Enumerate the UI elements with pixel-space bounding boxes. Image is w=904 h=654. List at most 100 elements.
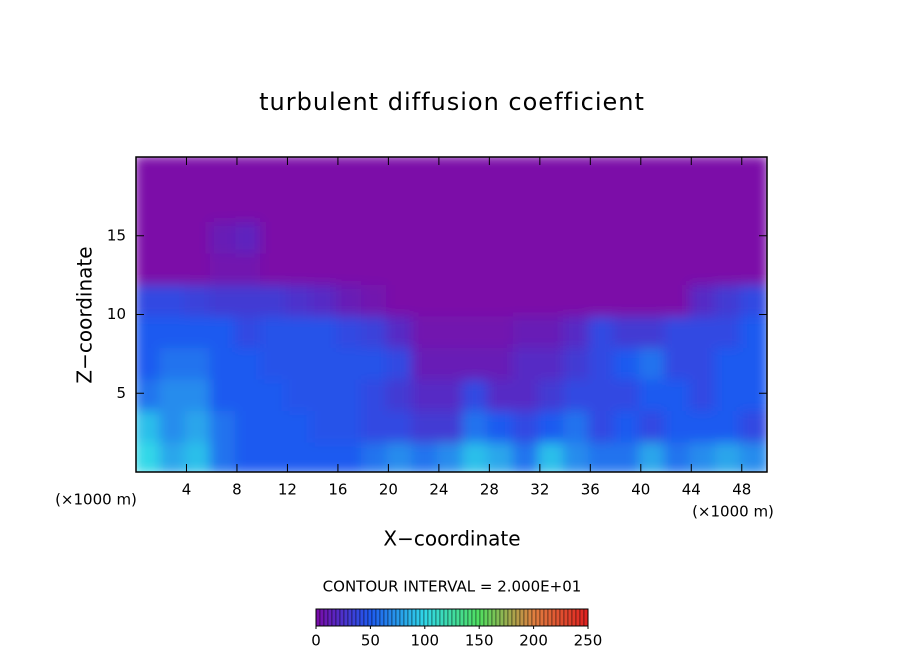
cell (335, 157, 366, 191)
cell (285, 157, 315, 191)
colorbar: 0 50 100 150 200 250 (311, 608, 602, 650)
cell (563, 186, 593, 222)
cell (689, 281, 719, 317)
cell (563, 249, 593, 285)
cell (689, 344, 719, 380)
cell (638, 186, 669, 222)
cell (361, 249, 391, 285)
cell (638, 438, 669, 472)
cell (209, 312, 239, 348)
colorbar-swatch (515, 608, 521, 627)
cell (512, 281, 542, 317)
cell (159, 407, 189, 443)
colorbar-swatch (551, 608, 557, 627)
colorbar-swatch (399, 608, 405, 627)
cell (411, 218, 441, 254)
colorbar-swatch (315, 608, 321, 627)
cell (310, 344, 340, 380)
cell (234, 312, 265, 348)
cell (285, 407, 315, 443)
colorbar-swatch (387, 608, 393, 627)
cell (335, 249, 366, 285)
cell (563, 218, 593, 254)
cell (462, 186, 492, 222)
cell (136, 249, 164, 285)
field (136, 157, 767, 472)
x-tick-label: 12 (278, 481, 297, 499)
cell (436, 249, 467, 285)
colorbar-swatch (363, 608, 369, 627)
cell (588, 281, 618, 317)
cell (234, 438, 265, 472)
cell (209, 186, 239, 222)
y-tick-label: 10 (107, 305, 126, 323)
colorbar-swatch (419, 608, 425, 627)
cell (613, 312, 643, 348)
colorbar-tick-label: 50 (361, 632, 380, 650)
cell (260, 344, 290, 380)
cell (436, 281, 467, 317)
cell (563, 344, 593, 380)
colorbar-swatch (531, 608, 537, 627)
cell (260, 438, 290, 472)
cell (462, 312, 492, 348)
colorbar-swatch (347, 608, 353, 627)
colorbar-swatch (359, 608, 365, 627)
cell (714, 157, 744, 191)
cell (335, 375, 366, 411)
chart-title: turbulent diffusion coefficient (259, 88, 645, 116)
cell (310, 218, 340, 254)
colorbar-swatch (455, 608, 461, 627)
cell (664, 407, 694, 443)
cell (436, 157, 467, 191)
colorbar-tick-label: 150 (465, 632, 494, 650)
cell (436, 438, 467, 472)
x-tick-label: 8 (232, 481, 242, 499)
y-axis-title: Z−coordinate (73, 246, 97, 383)
cell (209, 407, 239, 443)
cell (209, 344, 239, 380)
cell (739, 249, 767, 285)
cell (159, 281, 189, 317)
cell (184, 218, 214, 254)
colorbar-swatch (383, 608, 389, 627)
cell (361, 407, 391, 443)
cell (310, 249, 340, 285)
y-tick-label: 5 (116, 384, 126, 402)
colorbar-swatch (371, 608, 377, 627)
cell (512, 157, 542, 191)
cell (613, 281, 643, 317)
cell (563, 407, 593, 443)
cell (512, 438, 542, 472)
cell (613, 438, 643, 472)
colorbar-swatch (451, 608, 457, 627)
cell (588, 438, 618, 472)
cell (664, 375, 694, 411)
colorbar-swatch (443, 608, 449, 627)
colorbar-swatch (487, 608, 493, 627)
cell (462, 438, 492, 472)
cell (512, 312, 542, 348)
cell (184, 249, 214, 285)
cell (260, 281, 290, 317)
cell (563, 375, 593, 411)
cell (310, 438, 340, 472)
cell (234, 249, 265, 285)
cell (588, 157, 618, 191)
cell (436, 186, 467, 222)
colorbar-swatch (527, 608, 533, 627)
cell (739, 157, 767, 191)
colorbar-frame (315, 608, 589, 627)
cell (209, 438, 239, 472)
cell (613, 157, 643, 191)
cell (285, 281, 315, 317)
cell (335, 281, 366, 317)
colorbar-swatch (475, 608, 481, 627)
cell (361, 157, 391, 191)
cell (361, 344, 391, 380)
cell (537, 186, 568, 222)
colorbar-swatch (459, 608, 465, 627)
cell (563, 157, 593, 191)
x-tick-label: 4 (182, 481, 192, 499)
